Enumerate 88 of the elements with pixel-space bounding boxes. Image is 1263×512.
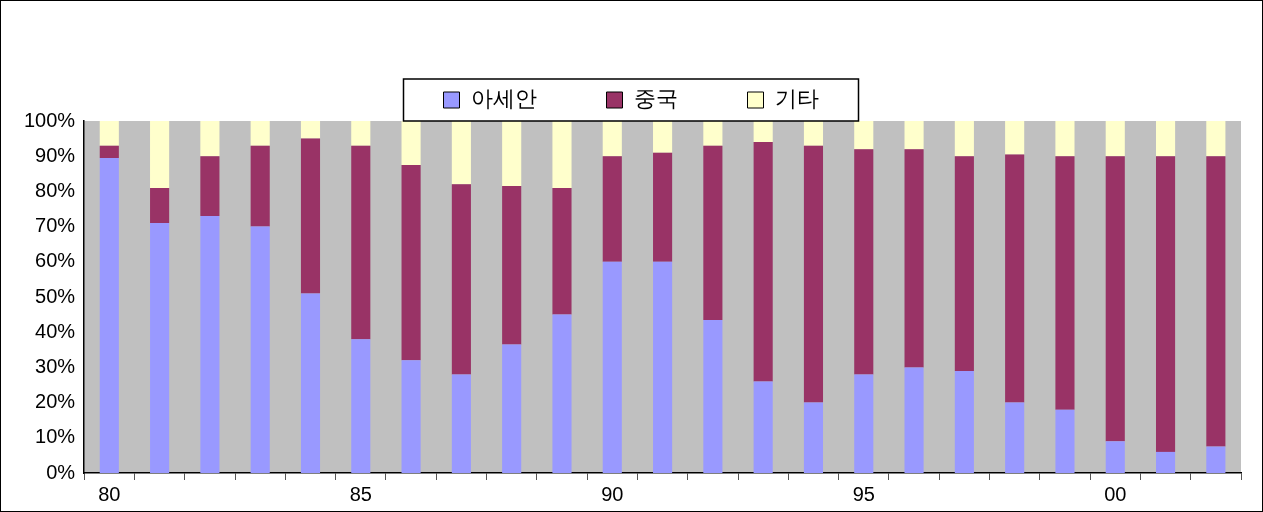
- bar: [653, 152, 673, 262]
- bar: [803, 145, 824, 403]
- bar: [250, 145, 270, 227]
- bar: [703, 121, 723, 146]
- bar: [1055, 121, 1075, 157]
- bar: [753, 121, 773, 143]
- x-tick-label: 00: [1104, 482, 1127, 505]
- bar: [401, 165, 421, 361]
- bar: [552, 314, 572, 473]
- bar: [854, 149, 874, 375]
- bar: [954, 121, 974, 157]
- y-tick-label: 60%: [35, 249, 76, 272]
- bar: [552, 121, 572, 188]
- bar: [351, 145, 371, 340]
- bar: [552, 187, 572, 315]
- bar: [854, 121, 874, 150]
- bar: [703, 145, 723, 320]
- bar: [904, 149, 924, 368]
- bar: [502, 121, 522, 187]
- bar: [150, 187, 170, 224]
- y-tick-label: 100%: [24, 108, 76, 131]
- bar: [904, 121, 924, 150]
- bar: [1005, 154, 1025, 403]
- bar: [602, 156, 622, 262]
- bar: [451, 121, 471, 185]
- bar: [803, 402, 824, 473]
- bar: [451, 184, 471, 375]
- x-tick-label: 90: [601, 482, 624, 505]
- bar: [300, 121, 321, 139]
- bar: [502, 344, 522, 473]
- y-tick-label: 0%: [46, 460, 76, 483]
- y-tick-label: 20%: [35, 390, 76, 413]
- x-tick-label: 85: [349, 482, 372, 505]
- bar: [1206, 446, 1226, 473]
- bar: [99, 121, 119, 146]
- bar: [351, 339, 371, 473]
- bar: [1055, 156, 1075, 410]
- bar: [1156, 121, 1176, 157]
- y-tick-label: 90%: [35, 143, 76, 166]
- bar: [1206, 156, 1226, 447]
- bar: [150, 121, 170, 188]
- bar: [1206, 121, 1226, 157]
- bar: [502, 186, 522, 345]
- y-tick-label: 40%: [35, 319, 76, 342]
- bar: [200, 216, 220, 473]
- bar: [602, 121, 622, 157]
- bar: [351, 121, 371, 146]
- legend-label: 아세안: [470, 85, 537, 111]
- bar: [753, 381, 773, 473]
- bar: [200, 156, 220, 217]
- y-tick-label: 10%: [35, 425, 76, 448]
- bar: [904, 367, 924, 473]
- bar: [250, 226, 270, 473]
- y-tick-label: 50%: [35, 284, 76, 307]
- bar: [401, 121, 421, 165]
- bar: [803, 121, 824, 146]
- bar: [1156, 156, 1176, 452]
- y-tick-label: 70%: [35, 214, 76, 237]
- bar: [451, 374, 471, 473]
- bar: [954, 156, 974, 371]
- bar: [703, 319, 723, 473]
- bar: [200, 121, 220, 157]
- legend-label: 기타: [774, 85, 819, 111]
- bar: [1005, 121, 1025, 155]
- bar: [653, 261, 673, 473]
- bar: [300, 138, 321, 294]
- bar: [1156, 451, 1176, 473]
- bar: [653, 121, 673, 153]
- bar: [602, 261, 622, 473]
- bar: [300, 293, 321, 473]
- bar: [401, 360, 421, 473]
- bar: [99, 157, 119, 473]
- bar: [1105, 121, 1125, 157]
- y-tick-label: 80%: [35, 178, 76, 201]
- x-tick-label: 95: [852, 482, 875, 505]
- bar: [1105, 441, 1125, 473]
- x-tick-label: 80: [98, 482, 121, 505]
- bar: [954, 370, 974, 473]
- bar: [854, 374, 874, 473]
- bar: [1005, 402, 1025, 473]
- legend-label: 중국: [633, 85, 678, 111]
- bar: [1105, 156, 1125, 442]
- y-tick-label: 30%: [35, 354, 76, 377]
- bar: [1055, 409, 1075, 473]
- bar: [250, 121, 270, 146]
- bar: [99, 145, 119, 158]
- bar: [753, 142, 773, 382]
- bar: [150, 223, 170, 473]
